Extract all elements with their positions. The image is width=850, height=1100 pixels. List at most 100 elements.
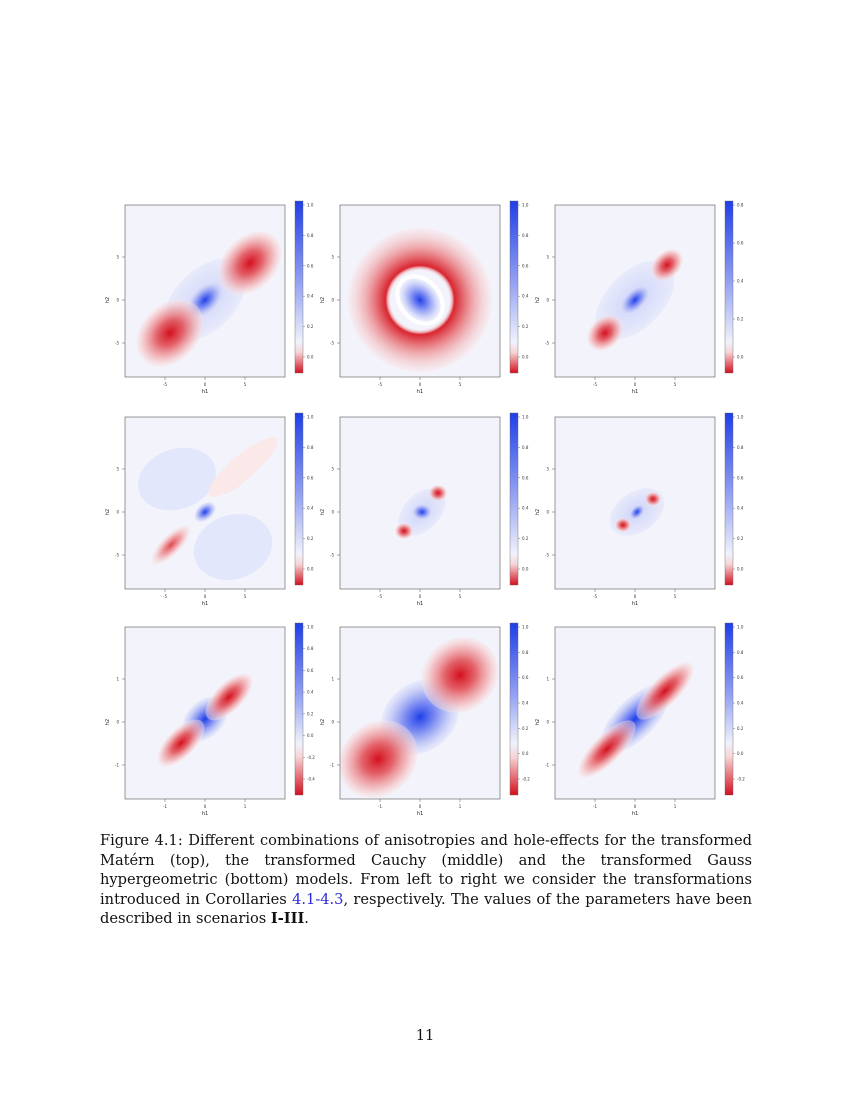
y-tick-label: 0 <box>331 720 334 725</box>
contour-field <box>157 673 253 767</box>
colorbar-tick-label: -0.4 <box>307 777 315 782</box>
contour-panel-gauss-c41: -1 0 1 h1 1 0 -1 h2 1.0 0.8 0.6 0.4 0.2 0.0 -0.2 -0.4 <box>105 622 315 817</box>
contour-field <box>578 662 694 778</box>
contour-lobe <box>138 447 216 511</box>
colorbar-tick-label: 1.0 <box>737 415 744 420</box>
y-tick-label: -5 <box>545 341 549 346</box>
colorbar-tick-label: 0.6 <box>522 475 529 480</box>
y-tick-label: -1 <box>545 763 549 768</box>
colorbar-tick-label: -0.2 <box>737 777 745 782</box>
colorbar-tick-label: 0.8 <box>522 233 529 238</box>
y-axis-title: h2 <box>535 719 541 725</box>
colorbar-tick-label: 0.2 <box>737 726 744 731</box>
y-tick-label: 0 <box>331 298 334 303</box>
x-tick-label: 5 <box>459 594 462 599</box>
contour-panel-cauchy-c41: -5 0 5 h1 5 0 -5 h2 1.0 0.8 0.6 0.4 0.2 0.0 <box>105 412 314 607</box>
colorbar-tick-label: 0.2 <box>737 317 744 322</box>
y-tick-label: -1 <box>330 763 334 768</box>
x-tick-label: 0 <box>419 804 422 809</box>
caption-text-1: Different combinations of anisotropies a… <box>100 832 752 908</box>
colorbar-tick-label: 0.6 <box>737 675 744 680</box>
x-tick-label: -5 <box>378 594 382 599</box>
colorbar-tick-label: 0.4 <box>737 506 744 511</box>
contour-lobe <box>208 437 278 497</box>
colorbar-tick-label: 0.8 <box>522 445 529 450</box>
x-tick-label: 5 <box>244 594 247 599</box>
x-tick-label: 0 <box>204 382 207 387</box>
y-tick-label: -5 <box>115 553 119 558</box>
x-tick-label: 1 <box>674 804 677 809</box>
colorbar-tick-label: 1.0 <box>522 625 529 630</box>
x-tick-label: -5 <box>163 594 167 599</box>
x-tick-label: 0 <box>419 382 422 387</box>
x-tick-label: 0 <box>204 594 207 599</box>
colorbar-tick-label: 0.2 <box>307 711 314 716</box>
colorbar-tick-label: 0.4 <box>307 294 314 299</box>
colorbar-tick-label: 0.6 <box>737 241 744 246</box>
y-axis-title: h2 <box>320 297 326 303</box>
colorbar <box>294 200 304 374</box>
y-tick-label: 0 <box>546 298 549 303</box>
y-tick-label: 0 <box>116 510 119 515</box>
colorbar-tick-label: 0.4 <box>737 279 744 284</box>
y-tick-label: 0 <box>546 510 549 515</box>
colorbar-tick-label: 1.0 <box>307 625 314 630</box>
colorbar <box>294 622 304 796</box>
y-tick-label: 5 <box>116 255 119 260</box>
y-tick-label: 0 <box>116 720 119 725</box>
y-tick-label: 5 <box>546 255 549 260</box>
colorbar-tick-label: 0.8 <box>737 650 744 655</box>
x-tick-label: -1 <box>378 804 382 809</box>
x-tick-label: 5 <box>674 594 677 599</box>
contour-lobe <box>645 492 661 506</box>
contour-field <box>395 485 447 539</box>
colorbar-tick-label: 0.4 <box>522 701 529 706</box>
colorbar-tick-label: 0.2 <box>307 536 314 541</box>
colorbar <box>294 412 304 586</box>
colorbar-tick-label: 0.6 <box>307 475 314 480</box>
contour-panel-cauchy-c42: -5 0 5 h1 5 0 -5 h2 1.0 0.8 0.6 0.4 0.2 0.0 <box>320 412 529 607</box>
y-tick-label: -1 <box>115 763 119 768</box>
colorbar-tick-label: 0.0 <box>737 567 744 572</box>
colorbar-tick-label: 0.8 <box>307 445 314 450</box>
y-tick-label: 5 <box>116 467 119 472</box>
contour-panel-matern-c43: -5 0 5 h1 5 0 -5 h2 0.8 0.6 0.4 0.2 0.0 <box>535 200 744 395</box>
colorbar <box>509 200 519 374</box>
x-tick-label: -1 <box>163 804 167 809</box>
colorbar-tick-label: 1.0 <box>307 203 314 208</box>
x-axis-title: h1 <box>632 811 638 817</box>
colorbar-tick-label: 0.4 <box>307 506 314 511</box>
contour-field <box>138 437 278 581</box>
x-axis-title: h1 <box>632 389 638 395</box>
contour-field <box>609 488 665 536</box>
contour-field <box>587 249 683 351</box>
contour-field <box>348 228 492 372</box>
x-tick-label: 5 <box>244 382 247 387</box>
y-tick-label: 5 <box>546 467 549 472</box>
colorbar <box>724 622 734 796</box>
contour-lobe <box>218 231 282 295</box>
x-axis-title: h1 <box>417 389 423 395</box>
y-tick-label: 5 <box>331 467 334 472</box>
contour-lobe <box>651 249 683 281</box>
colorbar-tick-label: 0.2 <box>522 324 529 329</box>
caption-text-2: , respectively. The values of the parame… <box>100 890 753 928</box>
figure-4-1: -5 0 5 h1 5 0 -5 h2 1.0 0.8 0.6 0.4 0.2 0.0 -5 0 5 h1 5 0 -5… <box>100 195 750 825</box>
scenario-label: I-III <box>270 910 305 928</box>
colorbar-tick-label: 0.2 <box>737 536 744 541</box>
caption-text-3: . <box>304 910 309 928</box>
x-axis-title: h1 <box>202 811 208 817</box>
y-tick-label: -5 <box>330 341 334 346</box>
x-tick-label: 0 <box>634 382 637 387</box>
y-axis-title: h2 <box>105 719 111 725</box>
x-tick-label: 1 <box>244 804 247 809</box>
contour-panel-cauchy-c43: -5 0 5 h1 5 0 -5 h2 1.0 0.8 0.6 0.4 0.2 0.0 <box>535 412 744 607</box>
contour-lobe <box>395 523 413 539</box>
colorbar-tick-label: 0.6 <box>307 668 314 673</box>
colorbar-tick-label: 0.0 <box>522 355 529 360</box>
corollary-link[interactable]: 4.1-4.3 <box>292 890 344 908</box>
colorbar <box>724 200 734 374</box>
colorbar-tick-label: 0.6 <box>522 263 529 268</box>
x-tick-label: -5 <box>163 382 167 387</box>
colorbar-tick-label: 0.8 <box>522 650 529 655</box>
